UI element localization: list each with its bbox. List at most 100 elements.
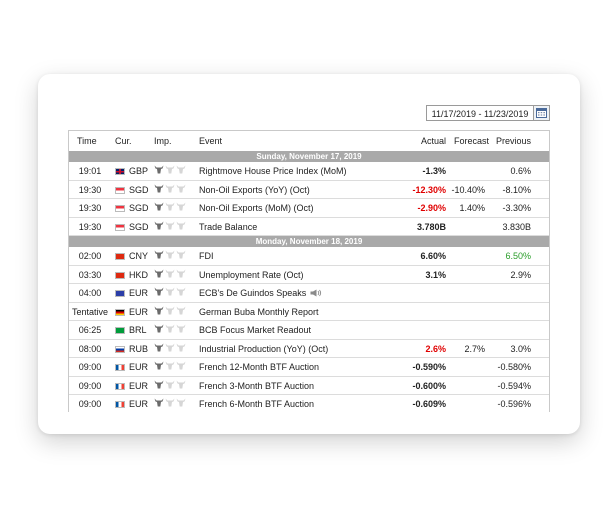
table-row[interactable]: 09:00 EUR French 6-Month BTF Auction -0.… (69, 395, 549, 412)
event-currency: EUR (129, 288, 149, 298)
col-importance: Imp. (154, 136, 172, 146)
event-previous: 3.0% (510, 343, 531, 354)
table-body: Sunday, November 17, 2019 19:01 GBP Righ… (69, 151, 549, 412)
country-flag-icon (115, 382, 125, 390)
bull-icon (154, 165, 164, 174)
event-previous: 3.830B (502, 221, 531, 232)
event-time: 19:01 (78, 166, 102, 176)
day-separator: Monday, November 18, 2019 (69, 236, 549, 247)
event-name[interactable]: Unemployment Rate (Oct) (199, 269, 304, 280)
event-name[interactable]: Rightmove House Price Index (MoM) (199, 166, 347, 176)
calendar-button[interactable] (533, 105, 550, 121)
country-flag-icon (115, 186, 125, 194)
event-previous: 0.6% (510, 166, 531, 176)
country-flag-icon (115, 400, 125, 408)
bull-icon (154, 269, 164, 277)
event-currency: EUR (129, 399, 149, 409)
event-name[interactable]: Non-Oil Exports (MoM) (Oct) (199, 203, 314, 213)
importance-rating (154, 165, 187, 175)
table-row[interactable]: 02:00 CNY FDI 6.60% 6.50% (69, 247, 549, 266)
bull-icon (154, 324, 164, 333)
event-name[interactable]: Non-Oil Exports (YoY) (Oct) (199, 184, 310, 195)
country-flag-icon (115, 363, 125, 371)
event-name[interactable]: French 12-Month BTF Auction (199, 362, 320, 372)
event-name[interactable]: French 6-Month BTF Auction (199, 399, 315, 409)
importance-rating (154, 287, 187, 297)
importance-rating (154, 343, 187, 353)
event-time: 19:30 (78, 203, 102, 213)
event-previous: 6.50% (505, 251, 531, 261)
importance-rating (154, 398, 187, 408)
table-row[interactable]: 04:00 EUR ECB's De Guindos Speaks (69, 284, 549, 303)
event-actual: -0.600% (412, 380, 446, 391)
bull-icon (176, 221, 186, 229)
bull-icon (165, 269, 175, 277)
importance-rating (154, 306, 187, 316)
event-time: 09:00 (78, 362, 102, 372)
bull-icon (176, 269, 186, 277)
bull-icon (176, 398, 186, 407)
bull-icon (165, 361, 175, 370)
event-currency: SGD (129, 221, 149, 232)
event-name[interactable]: French 3-Month BTF Auction (199, 380, 315, 391)
table-row[interactable]: 19:30 SGD Non-Oil Exports (MoM) (Oct) -2… (69, 199, 549, 218)
event-actual: -1.3% (422, 166, 446, 176)
bull-icon (176, 306, 186, 314)
col-actual: Actual (420, 136, 446, 146)
bull-icon (165, 250, 175, 259)
event-time: 03:30 (78, 269, 102, 280)
event-currency: BRL (129, 325, 147, 335)
bull-icon (154, 380, 164, 388)
event-time: 04:00 (78, 288, 102, 298)
event-currency: RUB (129, 343, 149, 354)
table-header: Time Cur. Imp. Event Actual Forecast Pre… (69, 131, 549, 151)
importance-rating (154, 221, 187, 231)
bull-icon (154, 250, 164, 259)
event-name[interactable]: BCB Focus Market Readout (199, 325, 312, 335)
table-row[interactable]: 06:25 BRL BCB Focus Market Readout (69, 321, 549, 340)
country-flag-icon (115, 204, 125, 212)
event-currency: CNY (129, 251, 149, 261)
importance-rating (154, 269, 187, 279)
event-currency: EUR (129, 306, 149, 317)
bull-icon (176, 250, 186, 259)
event-name[interactable]: German Buba Monthly Report (199, 306, 319, 317)
table-row[interactable]: 19:30 SGD Trade Balance 3.780B 3.830B (69, 218, 549, 236)
table-row[interactable]: 08:00 RUB Industrial Production (YoY) (O… (69, 340, 549, 358)
event-previous: -8.10% (502, 184, 531, 195)
economic-calendar-table: Time Cur. Imp. Event Actual Forecast Pre… (68, 130, 550, 412)
table-row[interactable]: Tentative EUR German Buba Monthly Report (69, 303, 549, 321)
event-time: 19:30 (78, 184, 102, 195)
country-flag-icon (115, 289, 125, 297)
event-name[interactable]: Trade Balance (199, 221, 258, 232)
event-previous: -0.596% (497, 399, 531, 409)
event-name[interactable]: ECB's De Guindos Speaks (199, 288, 322, 298)
event-previous: 2.9% (510, 269, 531, 280)
event-name[interactable]: FDI (199, 251, 214, 261)
table-row[interactable]: 09:00 EUR French 3-Month BTF Auction -0.… (69, 377, 549, 395)
event-actual: -12.30% (412, 184, 446, 195)
bull-icon (154, 343, 164, 351)
event-actual: 3.1% (425, 269, 446, 280)
bull-icon (176, 165, 186, 174)
table-row[interactable]: 19:01 GBP Rightmove House Price Index (M… (69, 162, 549, 181)
importance-rating (154, 380, 187, 390)
calendar-card (38, 74, 580, 434)
bull-icon (165, 184, 175, 192)
event-currency: SGD (129, 203, 149, 213)
event-name[interactable]: Industrial Production (YoY) (Oct) (199, 343, 329, 354)
importance-rating (154, 202, 187, 212)
speaker-icon (310, 289, 322, 297)
country-flag-icon (115, 271, 125, 279)
date-range-input[interactable]: 11/17/2019 - 11/23/2019 (426, 105, 534, 121)
bull-icon (165, 306, 175, 314)
event-time: 02:00 (78, 251, 102, 261)
table-row[interactable]: 09:00 EUR French 12-Month BTF Auction -0… (69, 358, 549, 377)
bull-icon (154, 287, 164, 296)
event-currency: HKD (129, 269, 149, 280)
table-row[interactable]: 19:30 SGD Non-Oil Exports (YoY) (Oct) -1… (69, 181, 549, 199)
table-row[interactable]: 03:30 HKD Unemployment Rate (Oct) 3.1% 2… (69, 266, 549, 284)
event-time: 19:30 (78, 221, 102, 232)
day-separator: Sunday, November 17, 2019 (69, 151, 549, 162)
event-forecast: -10.40% (451, 184, 485, 195)
